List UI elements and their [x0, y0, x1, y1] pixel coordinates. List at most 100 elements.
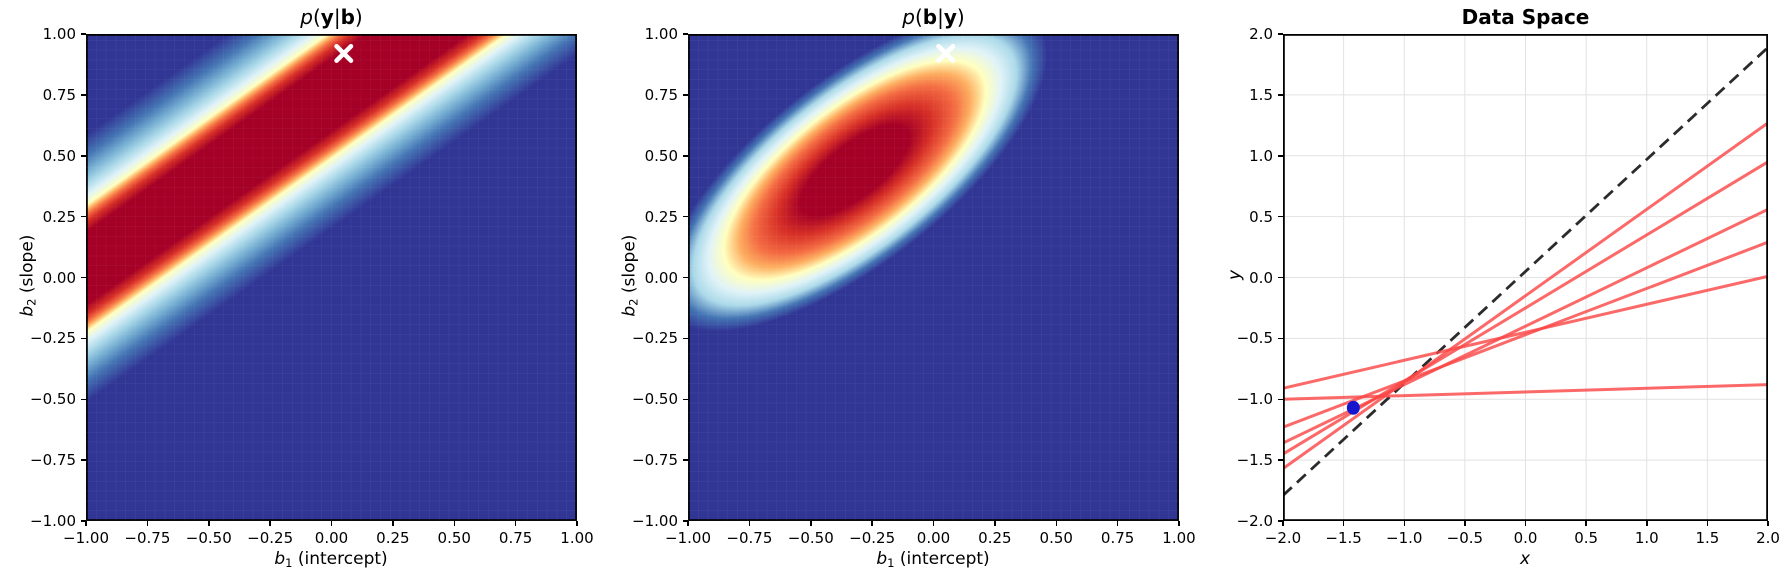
dataspace-panel: [1283, 34, 1768, 521]
y-tick-mark: [81, 459, 86, 461]
x-tick-label: −0.75: [124, 529, 171, 547]
x-tick-label: −0.75: [726, 529, 773, 547]
label-segment: |: [333, 5, 341, 29]
x-tick-mark: [1282, 521, 1284, 526]
true-parameter-marker: [334, 43, 354, 63]
likelihood-xlabel: b1 (intercept): [181, 549, 481, 570]
x-tick-mark: [330, 521, 333, 526]
y-tick-mark: [81, 33, 86, 35]
y-tick-mark: [81, 398, 86, 400]
x-tick-label: 0.50: [1039, 529, 1073, 547]
x-tick-label: 0.25: [376, 529, 410, 547]
y-tick-mark: [683, 520, 688, 522]
y-tick-mark: [1278, 276, 1283, 279]
x-tick-label: 0.5: [1574, 529, 1599, 547]
x-tick-label: 0.75: [1100, 529, 1135, 547]
posterior-title: p(b|y): [688, 3, 1179, 31]
x-tick-mark: [576, 521, 578, 526]
y-tick-label: −1.00: [30, 512, 76, 530]
likelihood-heatmap-panel: [86, 34, 577, 521]
y-tick-label: −1.0: [1236, 390, 1273, 409]
label-segment: b: [17, 305, 38, 317]
label-segment: (: [914, 5, 923, 29]
y-tick-mark: [683, 459, 688, 461]
x-tick-label: −1.5: [1325, 529, 1362, 547]
true-parameter-marker: [936, 43, 956, 63]
label-segment: b: [876, 549, 888, 569]
y-tick-label: 0.75: [42, 85, 76, 104]
y-tick-label: −2.0: [1236, 512, 1273, 530]
label-segment: 2: [626, 298, 641, 306]
label-segment: 1: [285, 556, 293, 571]
y-tick-label: 1.00: [42, 25, 76, 43]
label-segment: p: [300, 5, 313, 29]
label-segment: b: [340, 5, 355, 29]
x-tick-label: 0.50: [437, 529, 471, 547]
y-tick-label: −0.25: [632, 329, 678, 348]
x-tick-mark: [1055, 521, 1057, 526]
label-segment: b: [922, 5, 938, 29]
x-tick-label: −0.50: [787, 529, 834, 547]
label-segment: |: [937, 5, 944, 29]
true-line: [1283, 46, 1768, 497]
x-tick-mark: [1524, 521, 1527, 526]
y-tick-mark: [683, 155, 688, 157]
x-tick-label: −0.5: [1446, 529, 1484, 547]
posterior-plot: [688, 34, 1179, 521]
y-tick-label: −0.50: [632, 390, 678, 409]
y-tick-label: −1.5: [1236, 451, 1273, 470]
x-tick-label: 2.0: [1756, 529, 1780, 547]
y-tick-label: −0.75: [30, 451, 76, 470]
y-tick-mark: [81, 520, 86, 522]
x-tick-label: −0.50: [185, 529, 232, 547]
y-tick-label: 1.0: [1249, 146, 1273, 165]
y-tick-mark: [1278, 155, 1283, 157]
y-tick-mark: [1278, 459, 1283, 461]
x-tick-mark: [269, 521, 271, 526]
y-tick-label: −1.00: [632, 512, 678, 530]
posterior-density: [688, 34, 1048, 332]
y-tick-mark: [683, 337, 688, 340]
x-tick-label: −2.0: [1264, 529, 1302, 547]
y-tick-label: −0.5: [1236, 329, 1273, 348]
y-tick-label: 0.25: [644, 207, 678, 226]
label-segment: 1: [887, 556, 895, 571]
y-tick-mark: [683, 276, 688, 279]
x-tick-label: −0.25: [849, 529, 896, 547]
y-tick-label: −0.75: [632, 451, 678, 470]
label-segment: y: [943, 5, 957, 29]
y-tick-label: 0.00: [42, 268, 76, 287]
label-segment: (intercept): [894, 549, 990, 569]
x-tick-mark: [1706, 521, 1709, 526]
label-segment: ): [354, 5, 363, 29]
x-tick-mark: [687, 521, 689, 526]
x-tick-label: 1.0: [1634, 529, 1659, 547]
x-tick-mark: [810, 521, 812, 526]
x-tick-mark: [1342, 521, 1345, 526]
y-tick-label: 0.5: [1249, 207, 1273, 226]
x-tick-mark: [514, 521, 517, 526]
axes-spine: [86, 34, 577, 521]
x-tick-mark: [453, 521, 455, 526]
x-tick-mark: [85, 521, 87, 526]
posterior-heatmap-panel: [688, 34, 1179, 521]
y-tick-mark: [81, 337, 86, 340]
x-tick-label: −1.00: [665, 529, 711, 547]
x-tick-mark: [871, 521, 873, 526]
y-tick-label: 1.00: [644, 25, 678, 43]
y-tick-label: 1.5: [1249, 85, 1273, 104]
posterior-sample-line: [1283, 207, 1768, 445]
x-tick-label: 0.00: [314, 529, 349, 547]
posterior-sample-line: [1283, 274, 1768, 390]
y-tick-label: 0.75: [644, 85, 678, 104]
label-segment: (intercept): [292, 549, 388, 569]
x-tick-label: −1.0: [1386, 529, 1423, 547]
x-tick-label: 0.0: [1513, 529, 1538, 547]
y-tick-label: 0.25: [42, 207, 76, 226]
likelihood-title: p(y|b): [86, 3, 577, 31]
y-tick-label: −0.25: [30, 329, 76, 348]
likelihood-plot: [86, 34, 577, 521]
y-tick-mark: [81, 155, 86, 157]
y-tick-label: 0.50: [644, 146, 678, 165]
x-tick-mark: [1403, 521, 1405, 526]
